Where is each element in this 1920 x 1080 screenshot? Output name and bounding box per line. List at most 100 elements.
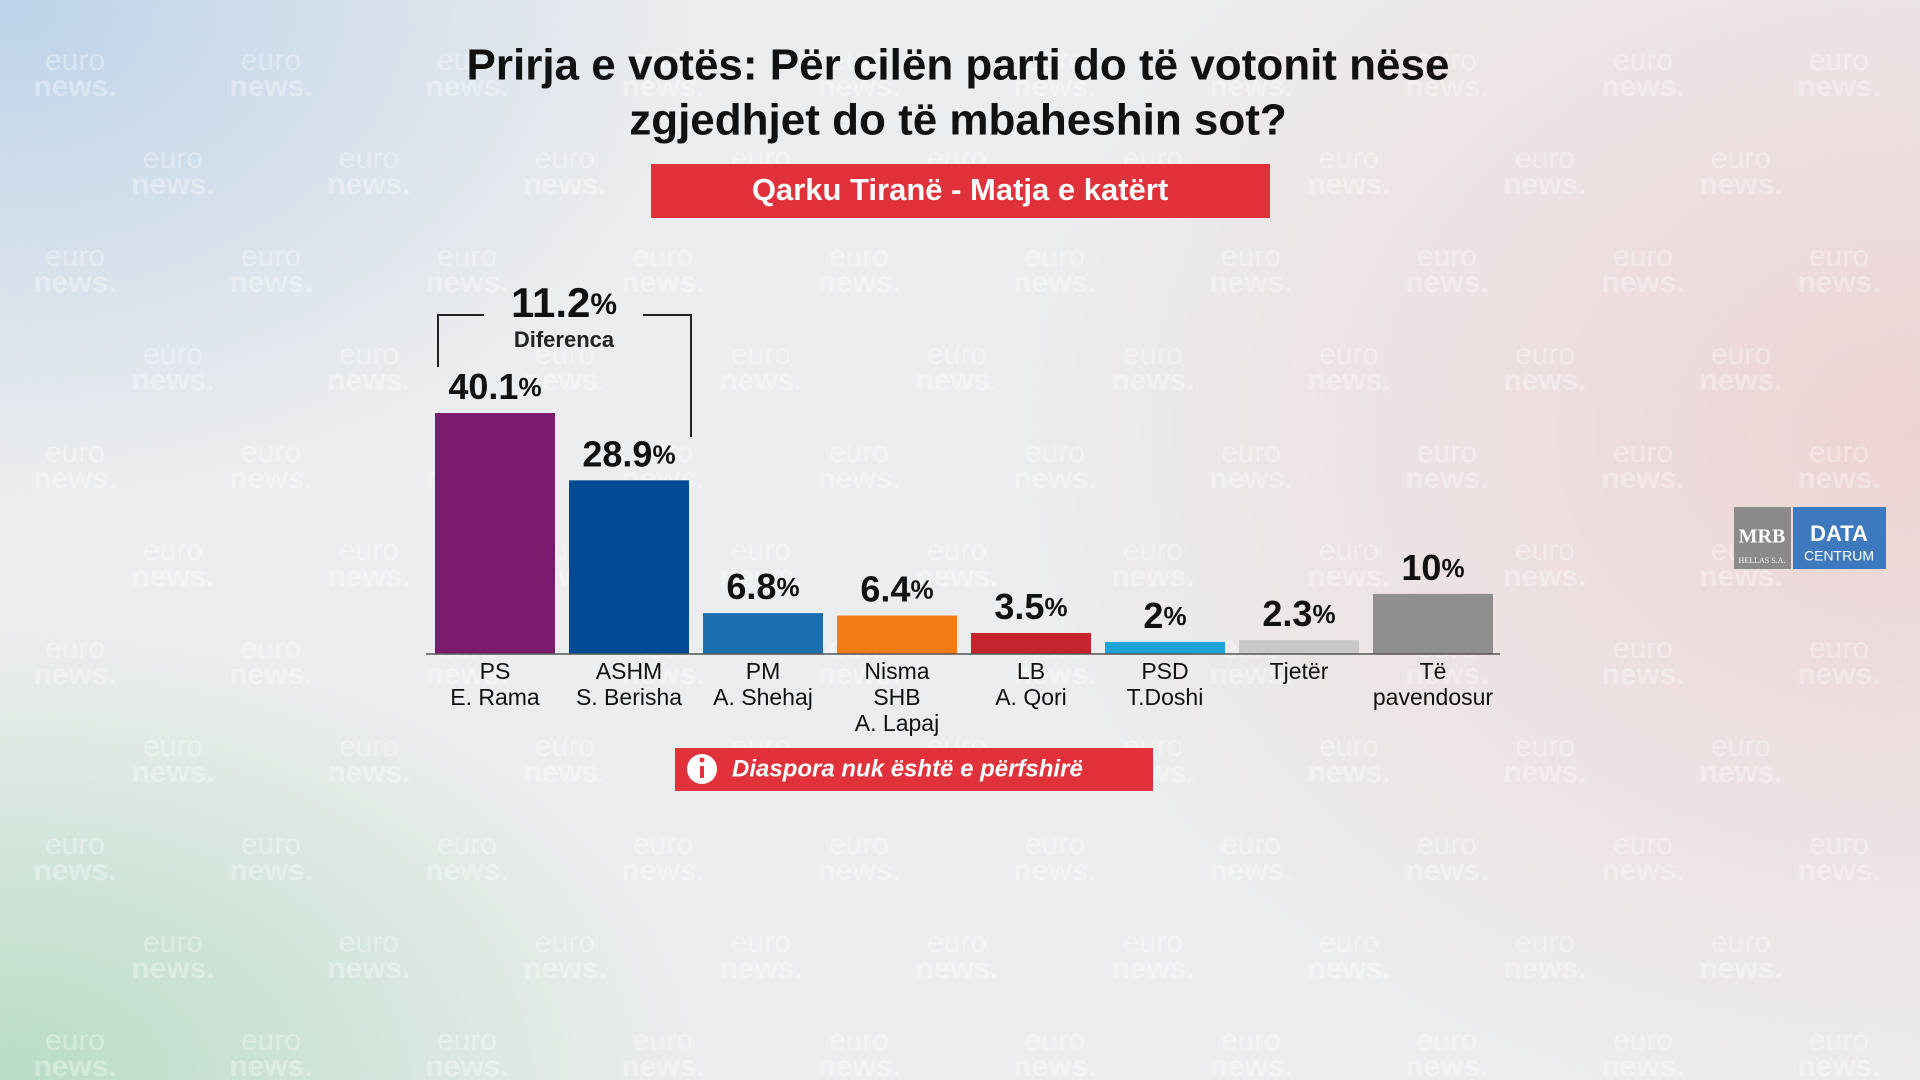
watermark: news. bbox=[1601, 854, 1684, 887]
watermark: news. bbox=[523, 952, 606, 985]
watermark: euro bbox=[633, 436, 693, 469]
watermark: euro bbox=[437, 1024, 497, 1057]
watermark: euro bbox=[927, 534, 987, 567]
watermark: news. bbox=[33, 462, 116, 495]
watermark: news. bbox=[915, 952, 998, 985]
watermark: euro bbox=[1613, 1024, 1673, 1057]
watermark: news. bbox=[1013, 266, 1096, 299]
x-tick-label: A. Shehaj bbox=[713, 684, 813, 710]
x-tick-label: pavendosur bbox=[1373, 684, 1494, 710]
bar bbox=[1105, 641, 1225, 654]
subtitle: Qarku Tiranë - Matja e katërt bbox=[752, 172, 1168, 207]
logo-text: MRB bbox=[1739, 526, 1786, 548]
watermark: news. bbox=[1013, 462, 1096, 495]
watermark: news. bbox=[327, 756, 410, 789]
watermark: euro bbox=[535, 730, 595, 763]
watermark: euro bbox=[339, 338, 399, 371]
watermark: euro bbox=[1417, 240, 1477, 273]
watermark: euro bbox=[45, 1024, 105, 1057]
watermark: news. bbox=[1797, 1050, 1880, 1080]
watermark: news. bbox=[1209, 462, 1292, 495]
watermark: euro bbox=[1319, 534, 1379, 567]
watermark: euro bbox=[143, 142, 203, 175]
watermark: news. bbox=[523, 364, 606, 397]
watermark: news. bbox=[1699, 952, 1782, 985]
watermark: news. bbox=[1307, 756, 1390, 789]
watermark: euro bbox=[45, 240, 105, 273]
watermark: euro bbox=[1711, 926, 1771, 959]
watermark: news. bbox=[719, 952, 802, 985]
watermark: euro bbox=[45, 436, 105, 469]
watermark: euro bbox=[1221, 240, 1281, 273]
watermark: news. bbox=[1797, 70, 1880, 103]
watermark: euro bbox=[1809, 1024, 1869, 1057]
x-tick-label: PSD bbox=[1141, 658, 1188, 684]
x-tick-label: E. Rama bbox=[450, 684, 540, 710]
watermark: euro bbox=[1221, 436, 1281, 469]
watermark: news. bbox=[1405, 658, 1488, 691]
watermark: news. bbox=[425, 854, 508, 887]
watermark: euro bbox=[437, 828, 497, 861]
watermark: euro bbox=[1711, 142, 1771, 175]
watermark: euro bbox=[633, 44, 693, 77]
watermark: news. bbox=[817, 1050, 900, 1080]
chart-title: Prirja e votës: Për cilën parti do të vo… bbox=[467, 41, 1450, 90]
watermark: news. bbox=[1699, 756, 1782, 789]
watermark: news. bbox=[1405, 266, 1488, 299]
watermark: euro bbox=[437, 240, 497, 273]
watermark: euro bbox=[1123, 338, 1183, 371]
watermark: euro bbox=[1809, 44, 1869, 77]
bracket bbox=[437, 314, 484, 367]
watermark: euro bbox=[829, 240, 889, 273]
watermark: news. bbox=[1013, 854, 1096, 887]
watermark: euro bbox=[1025, 828, 1085, 861]
watermark: euro bbox=[1319, 142, 1379, 175]
watermark: news. bbox=[1797, 266, 1880, 299]
value-label: 28.9% bbox=[582, 433, 675, 474]
watermark: euro bbox=[927, 338, 987, 371]
watermark: euro bbox=[241, 44, 301, 77]
x-tick-label: A. Qori bbox=[995, 684, 1067, 710]
logo-box bbox=[1793, 507, 1886, 569]
watermark: euro bbox=[1221, 1024, 1281, 1057]
logo-text: HELLAS S.A. bbox=[1739, 556, 1786, 565]
watermark-layer: euronews.euronews.euronews.euronews.euro… bbox=[33, 44, 1880, 1080]
watermark: euro bbox=[829, 1024, 889, 1057]
watermark: news. bbox=[523, 756, 606, 789]
watermark: news. bbox=[1013, 70, 1096, 103]
watermark: euro bbox=[1025, 436, 1085, 469]
value-label: 40.1% bbox=[448, 366, 541, 407]
watermark: news. bbox=[131, 952, 214, 985]
watermark: euro bbox=[1613, 44, 1673, 77]
watermark: news. bbox=[1209, 266, 1292, 299]
watermark: euro bbox=[45, 632, 105, 665]
watermark: news. bbox=[1601, 1050, 1684, 1080]
watermark: news. bbox=[621, 854, 704, 887]
value-label: 6.8% bbox=[726, 566, 799, 607]
watermark: news. bbox=[131, 364, 214, 397]
watermark: news. bbox=[1405, 1050, 1488, 1080]
watermark: news. bbox=[1013, 658, 1096, 691]
watermark: news. bbox=[523, 168, 606, 201]
watermark: euro bbox=[45, 44, 105, 77]
watermark: euro bbox=[1809, 632, 1869, 665]
watermark: euro bbox=[535, 926, 595, 959]
watermark: news. bbox=[229, 1050, 312, 1080]
bar bbox=[569, 480, 689, 654]
bracket bbox=[643, 314, 692, 437]
watermark: euro bbox=[535, 142, 595, 175]
watermark: euro bbox=[143, 926, 203, 959]
watermark: news. bbox=[1699, 168, 1782, 201]
watermark: news. bbox=[1699, 364, 1782, 397]
watermark: news. bbox=[817, 854, 900, 887]
watermark: euro bbox=[1613, 632, 1673, 665]
watermark: euro bbox=[1711, 730, 1771, 763]
watermark: news. bbox=[1209, 1050, 1292, 1080]
watermark: euro bbox=[339, 142, 399, 175]
watermark: euro bbox=[829, 436, 889, 469]
note: Diaspora nuk është e përfshirë bbox=[732, 755, 1083, 782]
watermark: euro bbox=[1123, 926, 1183, 959]
watermark: news. bbox=[1601, 70, 1684, 103]
watermark: news. bbox=[425, 70, 508, 103]
